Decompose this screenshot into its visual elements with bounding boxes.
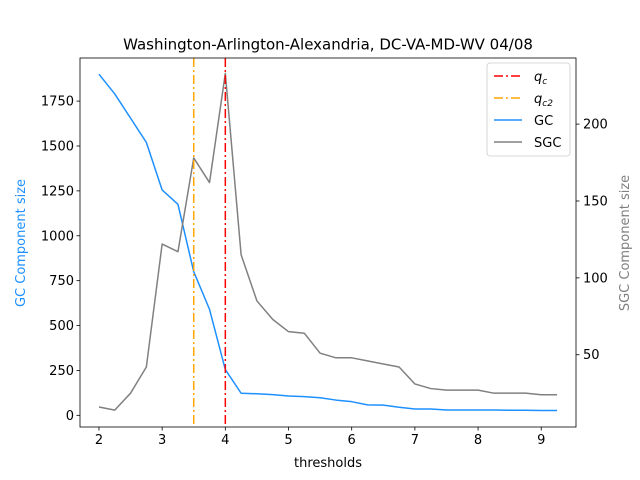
x-tick-label: 4 <box>221 433 229 448</box>
legend-box <box>486 62 571 157</box>
legend-entry-label: SGC <box>534 136 561 151</box>
left-y-tick-label: 750 <box>49 274 74 289</box>
right-y-tick-label: 50 <box>583 348 600 363</box>
x-tick-label: 7 <box>411 433 419 448</box>
right-y-tick-label: 150 <box>583 194 608 209</box>
legend-entry-label: qc2 <box>534 92 553 109</box>
left-y-tick-label: 0 <box>66 409 74 424</box>
x-tick-label: 5 <box>284 433 292 448</box>
axes-frame <box>79 57 577 428</box>
left-y-tick-label: 500 <box>49 319 74 334</box>
right-y-axis-label: SGC Component size <box>618 175 633 311</box>
right-y-tick-label: 100 <box>583 271 608 286</box>
left-y-tick-label: 1500 <box>41 139 74 154</box>
legend-entry-label: qc <box>534 70 547 87</box>
x-tick-label: 8 <box>474 433 482 448</box>
legend: qc qc2 GC SGC <box>486 62 571 157</box>
left-y-tick-label: 1000 <box>41 229 74 244</box>
x-tick-label: 3 <box>158 433 166 448</box>
series-line-sgc <box>98 72 558 411</box>
x-tick-label: 6 <box>348 433 356 448</box>
series-line-gc <box>98 73 558 412</box>
left-y-tick-label: 1750 <box>41 95 74 110</box>
x-tick-label: 9 <box>537 433 545 448</box>
left-y-axis-label: GC Component size <box>14 179 29 307</box>
plot-area: 2 3 4 5 6 7 8 9 0 250 500 750 1000 1250 1500 1750 50 100 1… <box>41 57 608 448</box>
x-axis-label: thresholds <box>294 456 362 471</box>
left-y-tick-label: 250 <box>49 364 74 379</box>
chart-title: Washington-Arlington-Alexandria, DC-VA-M… <box>123 36 533 54</box>
x-tick-label: 2 <box>95 433 103 448</box>
left-y-tick-label: 1250 <box>41 184 74 199</box>
right-y-tick-label: 200 <box>583 118 608 133</box>
legend-entry-label: GC <box>534 114 553 129</box>
